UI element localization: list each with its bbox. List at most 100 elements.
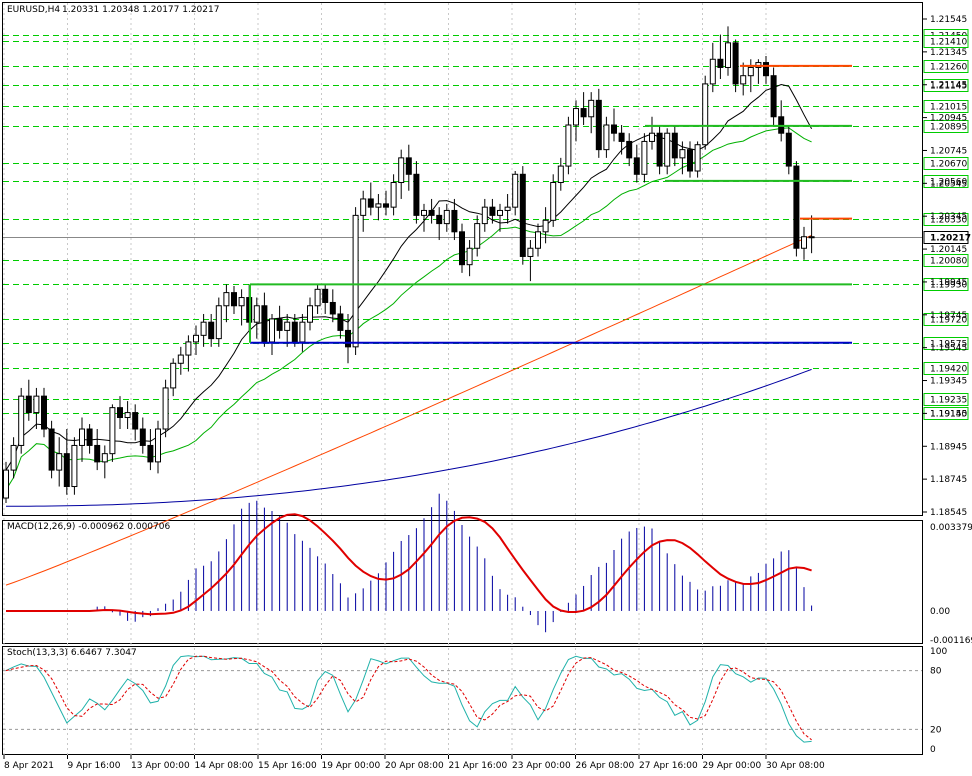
candle-bull[interactable] xyxy=(185,341,192,356)
candle-bull[interactable] xyxy=(170,362,177,389)
candle-bull[interactable] xyxy=(124,412,131,419)
candle-bear[interactable] xyxy=(208,321,215,340)
candle-bull[interactable] xyxy=(565,124,572,167)
candle-bear[interactable] xyxy=(618,132,625,142)
candle-bull[interactable] xyxy=(253,305,260,323)
candle-bull[interactable] xyxy=(497,209,503,216)
candle-bull[interactable] xyxy=(801,236,807,249)
candle-bull[interactable] xyxy=(375,203,382,208)
candle-bull[interactable] xyxy=(155,428,161,463)
candle-bull[interactable] xyxy=(193,334,199,343)
candle-bull[interactable] xyxy=(71,444,78,488)
candle-bull[interactable] xyxy=(101,453,108,463)
candle-bull[interactable] xyxy=(512,173,519,208)
candle-bull[interactable] xyxy=(162,387,169,430)
candle-bull[interactable] xyxy=(557,165,564,184)
candle-bear[interactable] xyxy=(717,58,724,68)
candle-bear[interactable] xyxy=(489,206,496,216)
candle-bull[interactable] xyxy=(747,66,754,77)
candle-bear[interactable] xyxy=(580,108,587,118)
candlesticks[interactable] xyxy=(3,26,815,503)
candle-bull[interactable] xyxy=(725,42,731,68)
candle-bear[interactable] xyxy=(147,444,154,463)
candle-bull[interactable] xyxy=(10,444,17,471)
candle-bull[interactable] xyxy=(535,231,541,249)
candle-bear[interactable] xyxy=(633,157,640,175)
candle-bear[interactable] xyxy=(793,165,800,249)
candle-bull[interactable] xyxy=(649,132,655,142)
candle-bear[interactable] xyxy=(276,318,283,331)
candle-bull[interactable] xyxy=(177,354,184,364)
candle-bull[interactable] xyxy=(679,149,686,159)
candle-bull[interactable] xyxy=(641,140,648,175)
candle-bear[interactable] xyxy=(139,428,146,446)
stoch-panel[interactable] xyxy=(2,646,923,755)
candle-bear[interactable] xyxy=(345,329,351,348)
candle-bear[interactable] xyxy=(117,407,123,419)
candle-bull[interactable] xyxy=(573,108,579,126)
candle-bull[interactable] xyxy=(109,407,116,455)
candle-bear[interactable] xyxy=(671,132,678,159)
candle-bear[interactable] xyxy=(86,428,93,446)
candle-bull[interactable] xyxy=(390,182,397,208)
candle-bull[interactable] xyxy=(481,206,488,225)
candle-bear[interactable] xyxy=(48,428,55,471)
candle-bear[interactable] xyxy=(25,395,32,414)
candle-bull[interactable] xyxy=(702,83,709,146)
candle-bear[interactable] xyxy=(626,140,633,159)
candle-bull[interactable] xyxy=(474,223,481,249)
candle-bull[interactable] xyxy=(200,321,207,336)
candle-bull[interactable] xyxy=(299,321,306,343)
candle-bull[interactable] xyxy=(352,214,359,348)
candle-bear[interactable] xyxy=(785,132,792,167)
candle-bear[interactable] xyxy=(413,173,420,216)
candle-bear[interactable] xyxy=(322,288,329,303)
candle-bear[interactable] xyxy=(770,75,777,118)
candle-bull[interactable] xyxy=(694,144,701,172)
candle-bull[interactable] xyxy=(527,247,534,257)
candle-bull[interactable] xyxy=(709,58,716,85)
candle-bull[interactable] xyxy=(223,292,230,307)
candle-bear[interactable] xyxy=(337,313,344,331)
candle-bull[interactable] xyxy=(588,99,595,118)
candle-bull[interactable] xyxy=(808,236,815,239)
candle-bull[interactable] xyxy=(398,157,405,184)
candle-bear[interactable] xyxy=(132,412,139,430)
candle-bear[interactable] xyxy=(459,231,465,266)
candle-bull[interactable] xyxy=(314,288,321,307)
candle-bull[interactable] xyxy=(360,198,367,216)
candle-bull[interactable] xyxy=(56,453,63,471)
candle-bull[interactable] xyxy=(550,182,557,221)
candle-bear[interactable] xyxy=(63,453,70,488)
candle-bull[interactable] xyxy=(542,219,549,233)
drawn-lines[interactable] xyxy=(249,64,852,344)
candle-bear[interactable] xyxy=(656,132,663,167)
candle-bull[interactable] xyxy=(421,209,427,216)
candle-bull[interactable] xyxy=(664,132,671,167)
candle-bear[interactable] xyxy=(94,444,101,463)
candle-bear[interactable] xyxy=(611,124,617,134)
candle-bull[interactable] xyxy=(740,75,747,85)
candle-bull[interactable] xyxy=(284,321,291,331)
candle-bull[interactable] xyxy=(215,305,222,340)
candle-bear[interactable] xyxy=(261,305,268,343)
candle-bull[interactable] xyxy=(443,209,450,225)
candle-bull[interactable] xyxy=(603,124,610,151)
candle-bear[interactable] xyxy=(732,42,739,85)
candle-bear[interactable] xyxy=(687,149,693,172)
candle-bear[interactable] xyxy=(41,395,47,430)
candle-bear[interactable] xyxy=(428,209,435,216)
candle-bear[interactable] xyxy=(405,157,412,175)
candle-bear[interactable] xyxy=(231,292,237,307)
candle-bull[interactable] xyxy=(269,318,275,343)
candle-bear[interactable] xyxy=(291,321,298,343)
candle-bear[interactable] xyxy=(329,301,336,315)
candle-bull[interactable] xyxy=(238,297,245,307)
candle-bear[interactable] xyxy=(367,198,374,208)
candle-bear[interactable] xyxy=(519,173,526,257)
candle-bull[interactable] xyxy=(504,206,511,211)
candle-bull[interactable] xyxy=(3,469,9,499)
candle-bear[interactable] xyxy=(763,62,769,77)
candle-bear[interactable] xyxy=(451,209,458,233)
